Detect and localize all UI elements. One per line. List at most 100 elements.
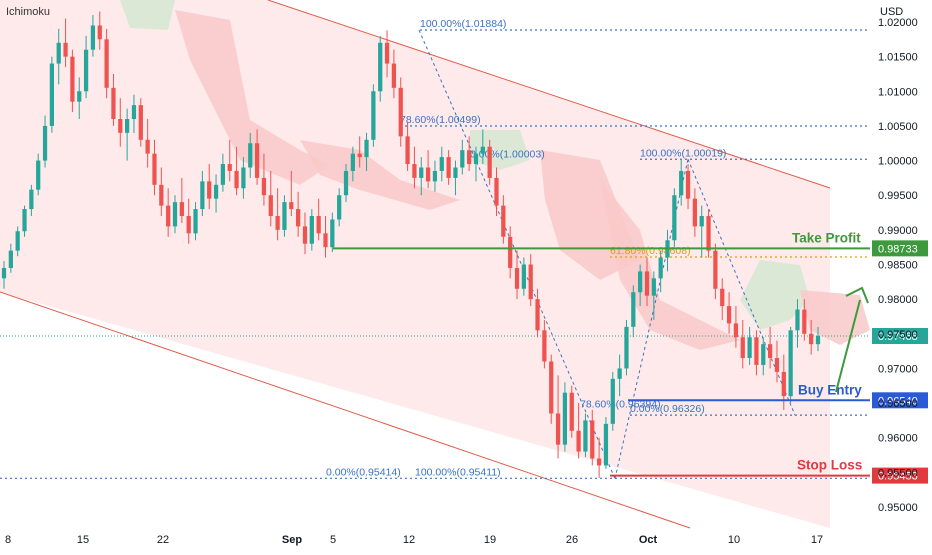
price-tick-label: 0.95500 <box>878 467 918 479</box>
candle-body <box>42 125 48 161</box>
time-tick-label: 22 <box>157 534 169 546</box>
candle-body <box>350 153 355 171</box>
price-tick-label: 0.97500 <box>878 329 918 341</box>
candle-body <box>330 219 335 248</box>
trade-levels-layer: Take Profit 0.98733 Buy Entry 0.96540 Stop L… <box>333 230 928 484</box>
candle-body <box>446 157 451 178</box>
time-tick-label: Oct <box>639 534 658 546</box>
cloud-5 <box>600 180 740 350</box>
candle-body <box>309 216 314 244</box>
candle-body <box>220 164 226 185</box>
candle-body <box>412 164 417 178</box>
candle-body <box>713 250 718 289</box>
candle-body <box>296 209 301 227</box>
candle-body <box>254 143 260 178</box>
fib-levels-layer: 100.00%(1.01884) 78.60%(1.00499) 100.00%(1… <box>0 18 870 479</box>
candle-body <box>22 209 27 232</box>
candle-body <box>562 392 568 445</box>
price-tick-label: 1.00000 <box>878 156 918 168</box>
candle-body <box>603 423 609 466</box>
candle-body <box>631 292 636 327</box>
price-axis[interactable]: 0.95000 0.95500 0.96000 0.96500 0.97000 0.975… <box>878 17 918 514</box>
candle-body <box>398 87 403 137</box>
candle-body <box>371 91 376 140</box>
candle-body <box>282 202 287 230</box>
candle-body <box>364 139 369 158</box>
candle-body <box>514 267 520 289</box>
buy-entry-price-box <box>872 392 928 409</box>
candle-body <box>781 371 786 397</box>
candle-body <box>275 216 280 230</box>
candle-body <box>323 233 328 248</box>
candle-body <box>699 216 704 227</box>
candle-body <box>234 170 239 189</box>
candle-body <box>186 216 191 234</box>
candle-body <box>761 344 766 365</box>
candle-body <box>90 25 96 50</box>
time-tick-label: 12 <box>403 534 415 546</box>
candle-body <box>596 458 602 466</box>
time-axis[interactable]: 8 15 22 Sep 5 12 19 26 Oct 10 17 <box>5 534 823 546</box>
candle-body <box>200 181 205 210</box>
candle-body <box>576 430 581 452</box>
candle-body <box>453 167 458 178</box>
candle-body <box>583 420 588 452</box>
cloud-0 <box>120 0 175 30</box>
candle-body <box>528 264 533 300</box>
candle-body <box>378 42 383 92</box>
fib-level-label: 78.60%(1.00499) <box>400 114 481 126</box>
price-tick-label: 0.98500 <box>878 260 918 272</box>
current-price-label: 0.97468 <box>878 331 918 343</box>
candle-body <box>70 56 75 102</box>
candle-body <box>638 271 643 293</box>
candle-body <box>302 226 308 244</box>
buy-entry-price-label: 0.96540 <box>878 395 918 407</box>
candle-body <box>802 309 807 334</box>
price-tick-label: 0.95000 <box>878 502 918 514</box>
candle-body <box>77 91 82 102</box>
candle-body <box>501 205 506 237</box>
candle-body <box>692 198 697 227</box>
indicator-label[interactable]: Ichimoku <box>6 6 51 18</box>
candle-body <box>590 420 595 459</box>
candle-body <box>213 184 219 199</box>
candle-body <box>439 157 444 171</box>
currency-label[interactable]: USD <box>880 6 904 18</box>
candle-body <box>706 216 711 251</box>
take-profit-price-box <box>872 240 928 257</box>
candle-body <box>480 146 485 154</box>
candle-body <box>795 309 800 331</box>
candle-body <box>316 216 321 234</box>
candle-body <box>419 167 424 178</box>
candle-body <box>405 136 410 165</box>
time-tick-label: 10 <box>728 534 740 546</box>
candle-body <box>508 236 513 268</box>
candle-body <box>15 231 20 251</box>
time-tick-label: 17 <box>811 534 823 546</box>
cloud-3 <box>470 130 530 170</box>
candle-body <box>83 49 89 92</box>
candle-body <box>767 344 773 359</box>
candle-body <box>432 170 438 182</box>
candle-body <box>617 368 622 379</box>
price-tick-label: 0.96000 <box>878 433 918 445</box>
candle-body <box>289 202 294 210</box>
candle-body <box>555 413 561 445</box>
candle-body <box>357 153 362 158</box>
candle-body <box>720 288 725 307</box>
take-profit-price-label: 0.98733 <box>878 243 918 255</box>
fib-level-label: 78.60%(0.96394) <box>580 398 661 410</box>
channel-upper-line <box>267 0 831 189</box>
candle-body <box>248 143 253 168</box>
stop-loss-price-label: 0.95453 <box>878 471 918 483</box>
candle-body <box>159 184 164 206</box>
candle-body <box>535 299 540 331</box>
candle-body <box>487 146 492 178</box>
time-tick-label: 8 <box>5 534 11 546</box>
time-tick-label: 15 <box>77 534 89 546</box>
candle-body <box>651 278 656 296</box>
fib-level-label: 0.00%(0.96326) <box>630 403 705 415</box>
candle-body <box>56 42 61 64</box>
